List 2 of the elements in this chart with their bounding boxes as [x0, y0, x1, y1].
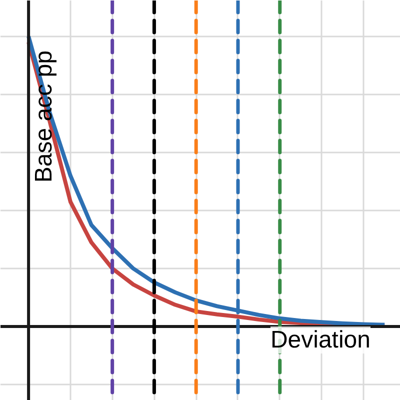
- y-axis-title: Base acc pp: [30, 50, 58, 183]
- x-axis-title: Deviation: [270, 326, 371, 354]
